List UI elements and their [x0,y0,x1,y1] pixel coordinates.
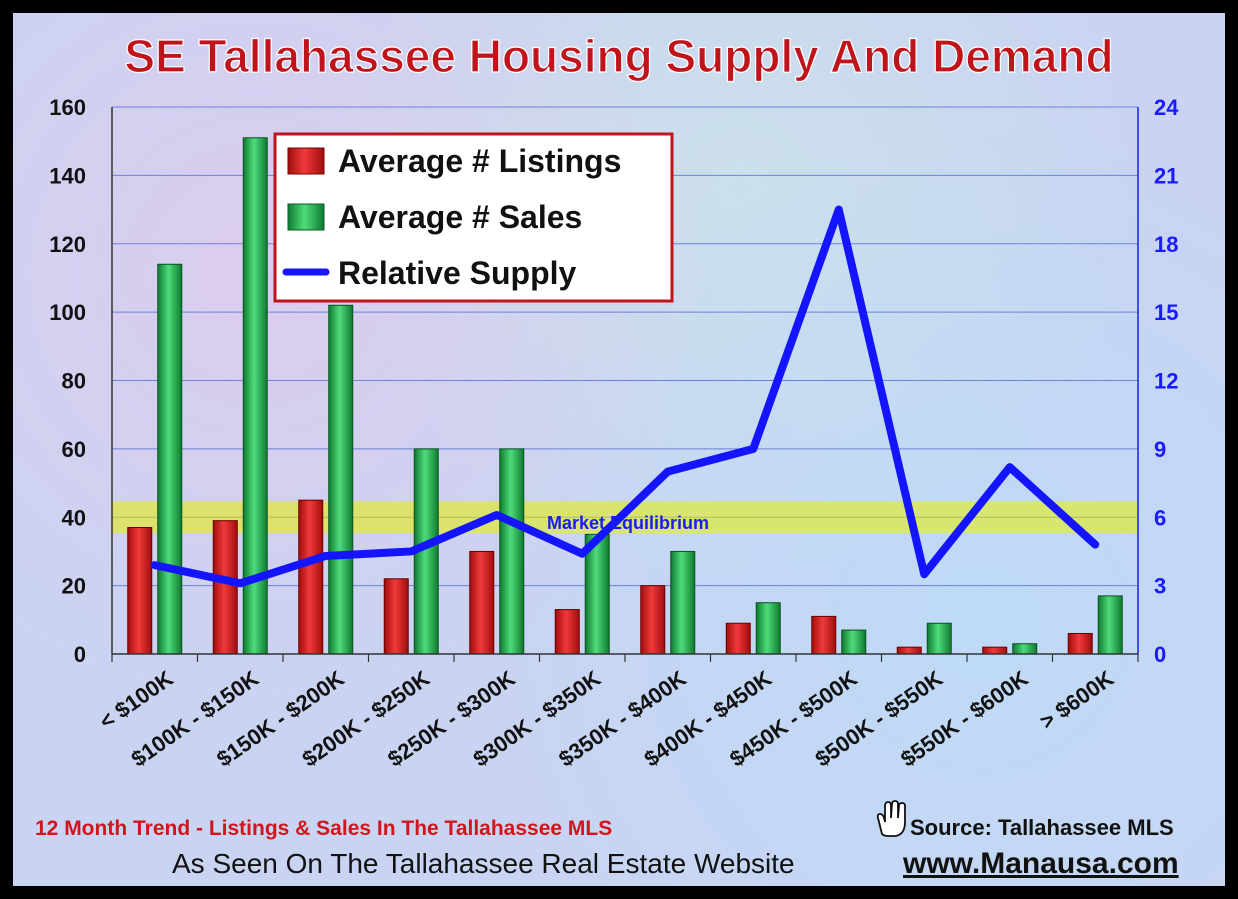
legend-box [273,132,674,303]
legend-swatch-sales [287,203,325,231]
bars-group [127,137,1123,655]
relative-supply-point [495,513,498,516]
y-right-tick-label: 18 [1154,232,1178,257]
relative-supply-point [410,550,413,553]
axes [111,107,1139,662]
footer-trend: 12 Month Trend - Listings & Sales In The… [35,817,612,840]
legend-label-sales: Average # Sales [338,199,582,235]
bar-listings [383,578,409,655]
relative-supply-point [752,447,755,450]
bar-listings [896,646,922,655]
equilibrium-label: Market Equilibrium [547,513,709,533]
bar-listings [127,527,153,655]
y-left-tick-label: 40 [62,505,86,530]
relative-supply-point [923,573,926,576]
bar-listings [640,585,666,655]
footer-source: Source: Tallahassee MLS [910,815,1174,840]
y-right-tick-label: 24 [1154,95,1179,120]
relative-supply-point [1008,466,1011,469]
y-right-tick-label: 3 [1154,574,1166,599]
legend-swatch-listings [287,147,325,175]
y-left-tick-label: 140 [49,163,86,188]
y-right-tick-label: 12 [1154,369,1178,394]
bar-sales [242,137,268,655]
chart-title: SE Tallahassee Housing Supply And Demand [124,30,1113,82]
relative-supply-line [150,205,1100,588]
bar-listings [554,609,580,655]
bar-listings [811,615,837,655]
y-right-tick-label: 21 [1154,163,1178,188]
bar-sales [841,629,867,655]
bar-sales [755,602,781,655]
y-right-tick-label: 6 [1154,505,1166,530]
footer-website-link[interactable]: www.Manausa.com [902,847,1179,880]
bar-sales [499,448,525,655]
x-axis-ticks: < $100K$100K - $150K$150K - $200K$200K -… [95,666,1119,772]
legend: Average # Listings Average # Sales Relat… [273,132,674,303]
relative-supply-line-group [150,205,1100,588]
x-tick-label: > $600K [1035,666,1118,735]
bar-listings [982,646,1008,655]
relative-supply-point [324,554,327,557]
y-right-tick-label: 0 [1154,642,1166,667]
y-left-tick-label: 20 [62,574,86,599]
bar-sales [328,304,354,655]
relative-supply-point [837,208,840,211]
bar-sales [157,263,183,655]
y-right-tick-label: 9 [1154,437,1166,462]
y-left-tick-label: 80 [62,369,86,394]
left-axis-ticks: 0 20 40 60 80 100 120 140 160 [49,95,86,667]
y-left-tick-label: 160 [49,95,86,120]
bar-sales [1097,595,1123,655]
bar-listings [1067,632,1093,655]
legend-label-listings: Average # Listings [338,143,621,179]
bar-sales [1012,643,1038,655]
bar-listings [469,550,495,655]
legend-label-supply: Relative Supply [338,255,577,291]
y-left-tick-label: 0 [74,642,86,667]
relative-supply-point [153,564,156,567]
bar-sales [670,550,696,655]
relative-supply-point [666,470,669,473]
footer-seen-on: As Seen On The Tallahassee Real Estate W… [172,848,795,879]
y-right-tick-label: 15 [1154,300,1178,325]
bar-listings [725,622,751,655]
relative-supply-point [1094,543,1097,546]
bar-sales [926,622,952,655]
bar-sales [584,533,610,655]
relative-supply-point [581,552,584,555]
hand-pointer-icon [876,800,906,837]
right-axis-ticks: 0 3 6 9 12 15 18 21 24 [1154,95,1179,667]
bar-listings [212,520,238,655]
y-left-tick-label: 120 [49,232,86,257]
y-left-tick-label: 60 [62,437,86,462]
y-left-tick-label: 100 [49,300,86,325]
bar-listings [298,499,324,655]
relative-supply-point [239,582,242,585]
